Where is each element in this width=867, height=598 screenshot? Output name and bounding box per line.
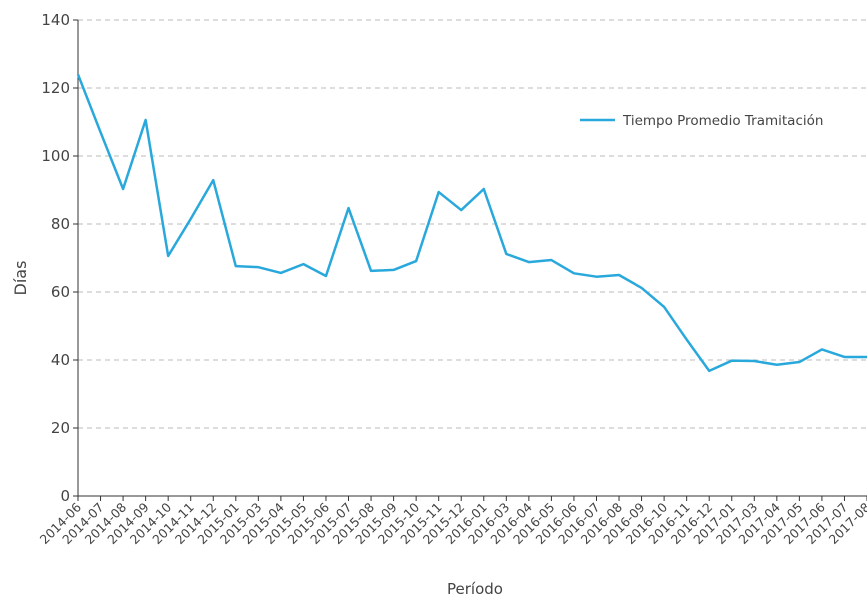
y-tick-label: 0 xyxy=(60,487,70,505)
y-tick-label: 60 xyxy=(51,283,70,301)
y-axis-label: Días xyxy=(11,261,30,296)
x-axis-label: Período xyxy=(447,580,503,598)
y-tick-label: 80 xyxy=(51,215,70,233)
y-tick-label: 20 xyxy=(51,419,70,437)
y-tick-label: 140 xyxy=(41,11,70,29)
legend-label: Tiempo Promedio Tramitación xyxy=(622,113,823,129)
y-tick-label: 100 xyxy=(41,147,70,165)
data-line xyxy=(76,73,867,373)
y-tick-label: 40 xyxy=(51,351,70,369)
y-tick-label: 120 xyxy=(41,79,70,97)
